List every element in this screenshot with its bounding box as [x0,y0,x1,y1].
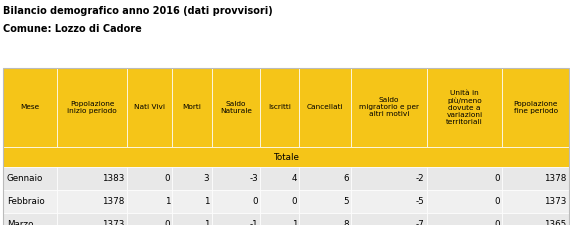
Text: 1383: 1383 [102,174,125,183]
Text: Comune: Lozzo di Cadore: Comune: Lozzo di Cadore [3,24,141,34]
Text: 0: 0 [165,220,170,225]
Text: 3: 3 [204,174,209,183]
Text: 1: 1 [204,220,209,225]
Text: Mese: Mese [21,104,40,110]
Text: 4: 4 [292,174,297,183]
Text: 1378: 1378 [102,197,125,206]
Text: Cancellati: Cancellati [307,104,344,110]
Text: Saldo
Naturale: Saldo Naturale [220,101,252,114]
Text: -5: -5 [416,197,424,206]
Text: 5: 5 [343,197,349,206]
Text: -7: -7 [416,220,424,225]
Text: 0: 0 [494,174,500,183]
Text: -2: -2 [416,174,424,183]
Text: Saldo
migratorio e per
altri motivi: Saldo migratorio e per altri motivi [359,97,419,117]
Text: 1: 1 [292,220,297,225]
Text: 0: 0 [494,197,500,206]
Text: 6: 6 [343,174,349,183]
Text: 0: 0 [494,220,500,225]
Text: Marzo: Marzo [7,220,33,225]
Text: 1: 1 [204,197,209,206]
Text: -1: -1 [249,220,258,225]
Text: 1378: 1378 [544,174,567,183]
Text: 1365: 1365 [544,220,567,225]
Text: Morti: Morti [182,104,201,110]
Text: Totale: Totale [273,153,299,162]
Text: 1373: 1373 [544,197,567,206]
Text: -3: -3 [249,174,258,183]
Text: Febbraio: Febbraio [7,197,44,206]
Text: 0: 0 [292,197,297,206]
Text: Bilancio demografico anno 2016 (dati provvisori): Bilancio demografico anno 2016 (dati pro… [3,6,272,16]
Text: 0: 0 [165,174,170,183]
Text: 1: 1 [165,197,170,206]
Text: Unità in
più/meno
dovute a
variazioni
territoriali: Unità in più/meno dovute a variazioni te… [446,90,483,125]
Text: Popolazione
fine periodo: Popolazione fine periodo [514,101,558,114]
Text: Popolazione
inizio periodo: Popolazione inizio periodo [67,101,117,114]
Text: 1373: 1373 [102,220,125,225]
Text: Nati Vivi: Nati Vivi [134,104,165,110]
Text: 0: 0 [252,197,258,206]
Text: Gennaio: Gennaio [7,174,43,183]
Text: 8: 8 [343,220,349,225]
Text: Iscritti: Iscritti [268,104,291,110]
